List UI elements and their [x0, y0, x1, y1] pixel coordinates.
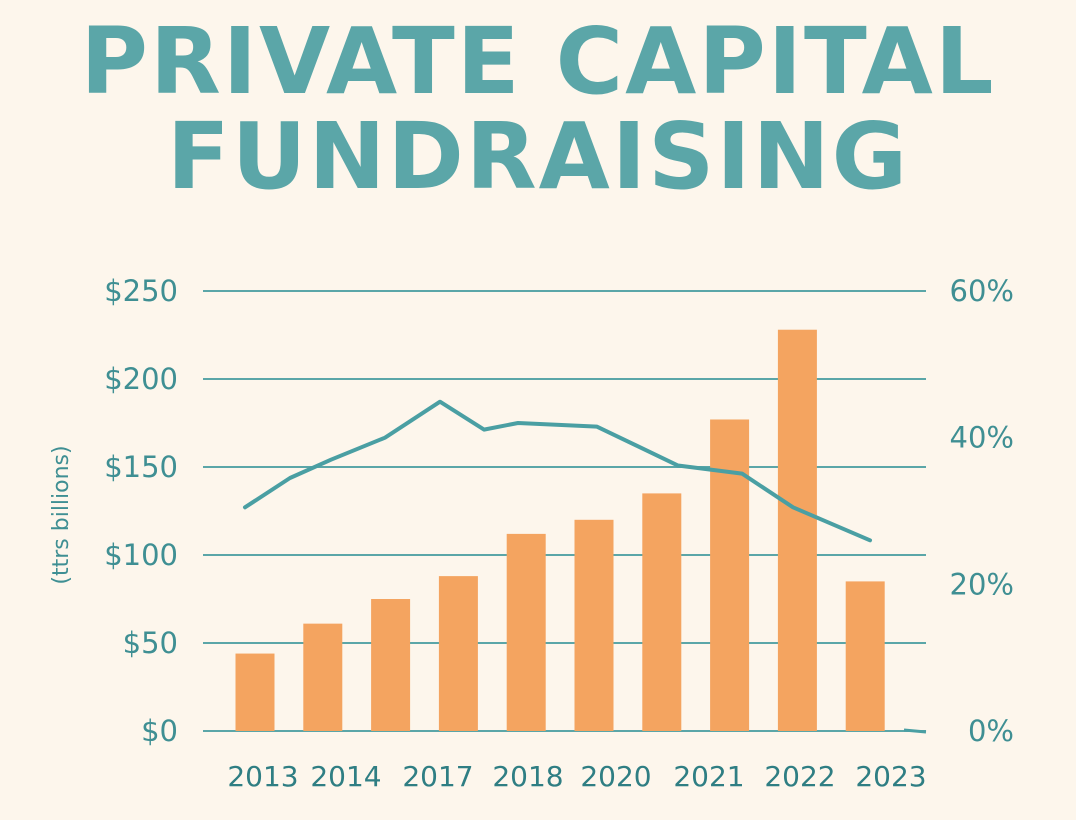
y-tick-label-150: $150	[104, 450, 178, 484]
y-tick-label-0: $0	[141, 714, 178, 748]
share-line	[243, 399, 872, 543]
chart-title-line-1: PRIVATE CAPITAL	[81, 8, 996, 115]
bar-6	[642, 493, 682, 731]
y-tick-label-100: $100	[104, 538, 178, 572]
chart-title-line-2: FUNDRAISING	[167, 103, 909, 210]
chart-title: PRIVATE CAPITAL FUNDRAISING	[81, 8, 996, 210]
bar-0	[235, 653, 275, 731]
y-tick-label-250: $250	[104, 274, 178, 308]
bar-7	[710, 419, 750, 731]
y2-tick-label-60: 60%	[950, 274, 1014, 308]
x-tick-label-2020: 2020	[580, 760, 651, 793]
bar-3	[438, 576, 478, 731]
bar-4	[506, 533, 546, 731]
bar-8	[777, 329, 817, 731]
bar-9	[845, 581, 885, 731]
bar-series	[235, 329, 885, 731]
y2-tick-label-20: 20%	[950, 567, 1014, 601]
y-tick-label-200: $200	[104, 362, 178, 396]
bar-2	[371, 599, 411, 731]
right-axis: 0% 20% 40% 60%	[950, 274, 1014, 748]
x-tick-label-2022: 2022	[764, 760, 835, 793]
y2-tick-label-40: 40%	[950, 421, 1014, 455]
x-tick-label-2017: 2017	[402, 760, 473, 793]
bar-1	[303, 623, 343, 731]
bar-5	[574, 519, 614, 731]
x-tick-label-2018: 2018	[492, 760, 563, 793]
x-axis: 2013 2014 2017 2018 2020 2021 2022 2023	[227, 760, 926, 793]
y2-tick-label-0: 0%	[968, 714, 1014, 748]
x-tick-label-2014: 2014	[310, 760, 381, 793]
y-tick-label-50: $50	[123, 626, 178, 660]
x-tick-label-2023: 2023	[855, 760, 926, 793]
share-line-tail	[903, 728, 927, 734]
x-tick-label-2013: 2013	[227, 760, 298, 793]
left-axis: $0 $50 $100 $150 $200 $250	[104, 274, 178, 748]
line-series	[243, 399, 927, 734]
x-tick-label-2021: 2021	[673, 760, 744, 793]
y-axis-label: (ttrs billions)	[49, 445, 74, 584]
